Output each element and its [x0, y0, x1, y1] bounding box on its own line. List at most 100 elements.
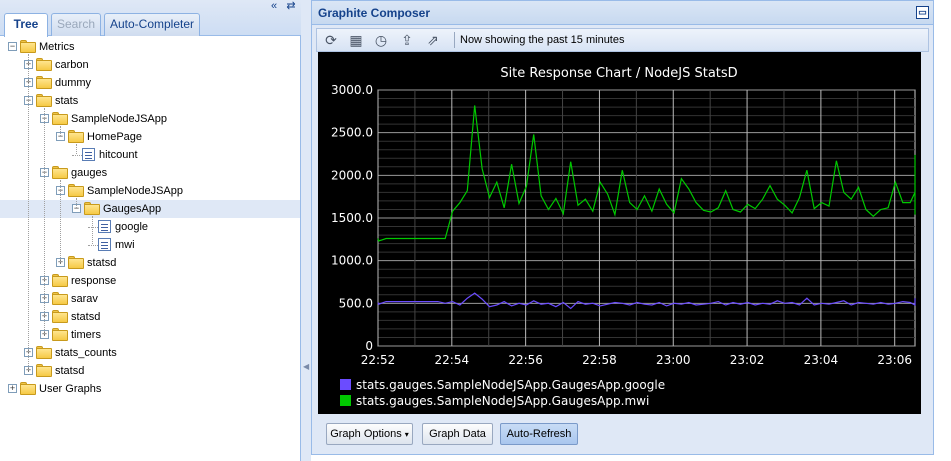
tree-node[interactable]: + response — [0, 272, 300, 290]
graph-data-button[interactable]: Graph Data — [422, 423, 493, 445]
tree-node[interactable]: + statsd — [0, 362, 300, 380]
folder-icon — [52, 112, 68, 125]
composer-header: Graphite Composer ▭ — [312, 1, 933, 25]
metric-leaf-icon — [98, 220, 111, 233]
auto-refresh-button[interactable]: Auto-Refresh — [500, 423, 578, 445]
composer-toolbar: ⟳ ▦ ◷ ⇪ ⇗ Now showing the past 15 minute… — [316, 28, 929, 52]
tree-node[interactable]: − GaugesApp — [0, 200, 300, 218]
tree-node[interactable]: + carbon — [0, 56, 300, 74]
tree-connector — [76, 198, 77, 208]
folder-icon — [36, 346, 52, 359]
folder-icon — [52, 166, 68, 179]
y-tick-label: 500.0 — [339, 296, 373, 310]
tree-node[interactable]: − HomePage — [0, 128, 300, 146]
tree-node[interactable]: + timers — [0, 326, 300, 344]
legend-label: stats.gauges.SampleNodeJSApp.GaugesApp.m… — [356, 394, 649, 408]
graph-options-button[interactable]: Graph Options ▾ — [326, 423, 413, 445]
y-tick-label: 3000.0 — [331, 83, 373, 97]
tree-node[interactable]: − SampleNodeJSApp — [0, 110, 300, 128]
x-tick-label: 22:58 — [582, 353, 617, 367]
folder-icon — [20, 40, 36, 53]
tree-connector — [76, 144, 77, 154]
x-tick-label: 23:06 — [877, 353, 912, 367]
folder-icon — [52, 328, 68, 341]
collapse-left-icon[interactable]: « — [270, 0, 278, 12]
tree-node[interactable]: + statsd — [0, 254, 300, 272]
tree-label: google — [115, 221, 149, 233]
y-tick-label: 2500.0 — [331, 126, 373, 140]
legend-swatch — [340, 395, 351, 406]
tree-label: User Graphs — [39, 383, 102, 395]
panel-splitter[interactable]: ◀ — [301, 0, 311, 461]
refresh-tree-icon[interactable]: ⇄ — [286, 0, 296, 12]
tree-leaf[interactable]: hitcount — [0, 146, 300, 164]
legend-label: stats.gauges.SampleNodeJSApp.GaugesApp.g… — [356, 378, 665, 392]
tree-node[interactable]: + dummy — [0, 74, 300, 92]
y-tick-label: 0 — [365, 339, 373, 353]
folder-icon — [68, 184, 84, 197]
tree-leaf[interactable]: google — [0, 218, 300, 236]
time-range-status: Now showing the past 15 minutes — [460, 34, 625, 46]
tree-node[interactable]: − SampleNodeJSApp — [0, 182, 300, 200]
expand-icon[interactable]: + — [8, 383, 17, 393]
tree-node[interactable]: − stats — [0, 92, 300, 110]
clock-icon[interactable]: ◷ — [374, 32, 388, 48]
tree-node[interactable]: + User Graphs — [0, 380, 300, 398]
folder-icon — [36, 94, 52, 107]
tab-search[interactable]: Search — [51, 13, 101, 36]
page-margin — [934, 0, 951, 461]
x-tick-label: 23:02 — [730, 353, 765, 367]
x-axis-ticks: 22:52 22:54 22:56 22:58 23:00 23:02 23:04 23:06 — [361, 353, 912, 367]
site-response-chart: Site Response Chart / NodeJS StatsD 3000… — [318, 52, 921, 414]
left-panel: Tree Search Auto-Completer « ⇄ − Metrics +… — [0, 0, 301, 461]
y-tick-label: 1500.0 — [331, 211, 373, 225]
share-icon[interactable]: ⇗ — [427, 32, 439, 48]
y-tick-label: 2000.0 — [331, 168, 373, 182]
tree-label: Metrics — [39, 41, 75, 53]
folder-icon — [20, 382, 36, 395]
tree-label: SampleNodeJSApp — [71, 113, 168, 125]
tree-node[interactable]: + statsd — [0, 308, 300, 326]
tree-label: gauges — [71, 167, 108, 179]
tree-label: stats — [55, 95, 79, 107]
tree-node[interactable]: − Metrics — [0, 38, 300, 56]
tree-leaf[interactable]: mwi — [0, 236, 300, 254]
tree-node[interactable]: + stats_counts — [0, 344, 300, 362]
chart-grid — [377, 89, 916, 347]
splitter-arrow-icon[interactable]: ◀ — [303, 362, 310, 371]
chart-legend: stats.gauges.SampleNodeJSApp.GaugesApp.g… — [340, 378, 665, 408]
maximize-icon[interactable]: ▭ — [916, 6, 929, 19]
legend-swatch — [340, 379, 351, 390]
series-line-mwi — [377, 105, 916, 242]
x-tick-label: 22:54 — [435, 353, 470, 367]
tree-label: SampleNodeJSApp — [87, 185, 184, 197]
x-tick-label: 23:00 — [656, 353, 691, 367]
folder-icon — [52, 310, 68, 323]
collapse-icon[interactable]: − — [8, 41, 17, 51]
tree-label: mwi — [115, 239, 135, 251]
composer-title: Graphite Composer — [318, 6, 431, 20]
tab-tree[interactable]: Tree — [4, 13, 48, 37]
folder-icon — [68, 256, 84, 269]
tree-label: timers — [71, 329, 101, 341]
tree-label: stats_counts — [55, 347, 117, 359]
tree-connector — [44, 108, 45, 334]
tab-auto-completer[interactable]: Auto-Completer — [104, 13, 200, 36]
refresh-icon[interactable]: ⟳ — [325, 32, 337, 48]
folder-icon — [36, 76, 52, 89]
tree-node[interactable]: + sarav — [0, 290, 300, 308]
tree-node[interactable]: − gauges — [0, 164, 300, 182]
toolbar-separator — [454, 32, 455, 48]
folder-icon — [68, 130, 84, 143]
calendar-icon[interactable]: ▦ — [349, 32, 363, 48]
folder-icon — [52, 274, 68, 287]
metric-leaf-icon — [98, 238, 111, 251]
folder-icon — [52, 292, 68, 305]
upload-icon[interactable]: ⇪ — [401, 32, 413, 48]
tree-label: GaugesApp — [103, 203, 162, 215]
chart-title: Site Response Chart / NodeJS StatsD — [500, 66, 737, 81]
tree-label: response — [71, 275, 117, 287]
tab-bar: Tree Search Auto-Completer « ⇄ — [0, 0, 301, 37]
tree-label: statsd — [87, 257, 117, 269]
y-tick-label: 1000.0 — [331, 254, 373, 268]
